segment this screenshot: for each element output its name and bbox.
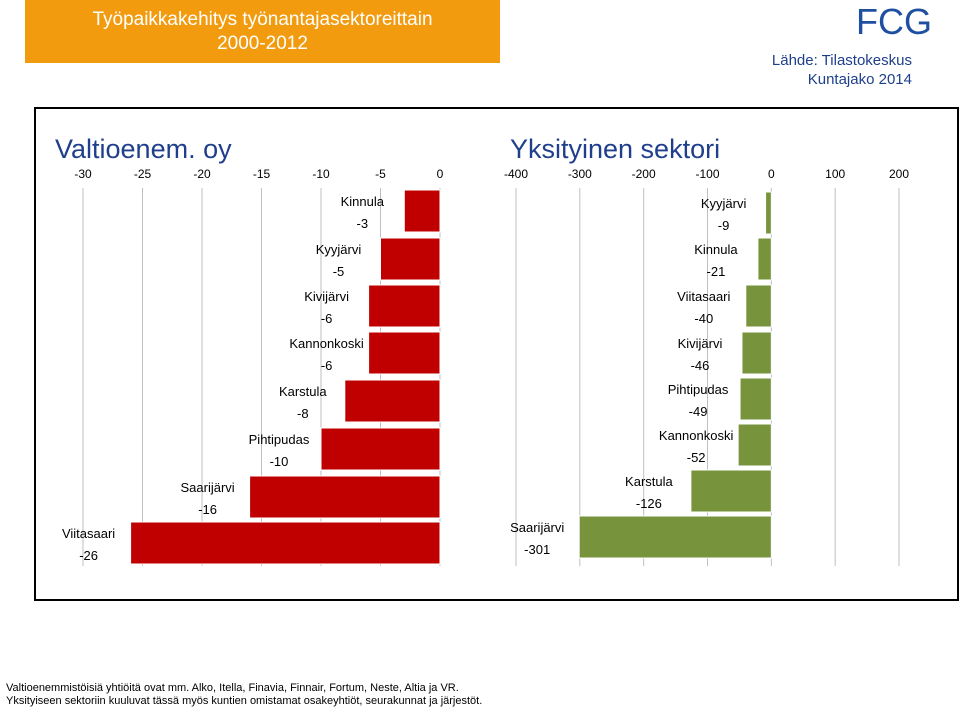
title-line-2: 2000-2012	[217, 33, 308, 54]
private-tick-label: 200	[889, 167, 909, 181]
private-value-label: -9	[718, 218, 730, 233]
private-category-label: Kannonkoski	[659, 428, 734, 443]
private-tick-label: -100	[695, 167, 719, 181]
public-bar	[344, 379, 441, 423]
public-category-label: Viitasaari	[62, 526, 115, 541]
private-category-label: Kinnula	[694, 242, 738, 257]
private-category-label: Karstula	[625, 474, 673, 489]
public-tick-label: -25	[134, 167, 152, 181]
source-note: Lähde: Tilastokeskus Kuntajako 2014	[772, 51, 912, 89]
public-bar	[368, 284, 441, 328]
public-value-label: -26	[79, 548, 98, 563]
public-category-label: Karstula	[279, 384, 327, 399]
public-category-label: Kinnula	[341, 194, 385, 209]
private-category-label: Viitasaari	[677, 289, 730, 304]
private-value-label: -301	[524, 542, 550, 557]
private-tick-label: 100	[825, 167, 845, 181]
private-bar	[690, 469, 772, 513]
public-category-label: Kivijärvi	[304, 289, 349, 304]
private-category-label: Kyyjärvi	[701, 196, 747, 211]
private-value-label: -40	[694, 311, 713, 326]
private-tick-label: -200	[632, 167, 656, 181]
footer-line-1: Valtioenemmistöisiä yhtiöitä ovat mm. Al…	[6, 682, 459, 694]
public-bar	[320, 427, 441, 471]
logo-text: FCG	[856, 4, 932, 36]
public-value-label: -5	[333, 264, 345, 279]
private-tick-label: -400	[504, 167, 528, 181]
public-category-label: Kyyjärvi	[316, 242, 362, 257]
private-bar	[578, 515, 772, 559]
private-tick-label: 0	[768, 167, 775, 181]
public-bar	[368, 331, 441, 375]
private-chart-title: Yksityinen sektori	[510, 134, 720, 164]
footer-notes: Valtioenemmistöisiä yhtiöitä ovat mm. Al…	[6, 682, 482, 708]
private-bar	[739, 377, 772, 421]
footer-line-2: Yksityiseen sektoriin kuuluvat tässä myö…	[6, 695, 483, 707]
chart-frame: Valtioenem. oy -30 -25 -20 -15 -10 -5 0 Kinnula -…	[34, 107, 959, 601]
title-banner: Työpaikkakehitys työnantajasektoreittain…	[25, 0, 500, 63]
public-value-label: -16	[198, 502, 217, 517]
private-value-label: -49	[689, 404, 708, 419]
private-category-label: Kivijärvi	[678, 336, 723, 351]
source-line-1: Lähde: Tilastokeskus	[771, 52, 912, 69]
fcg-logo: FCG	[856, 4, 932, 36]
public-tick-label: -15	[253, 167, 271, 181]
private-category-label: Pihtipudas	[668, 382, 729, 397]
private-category-label: Saarijärvi	[510, 520, 564, 535]
public-value-label: -10	[270, 454, 289, 469]
public-bar	[380, 237, 441, 281]
public-value-label: -6	[321, 358, 333, 373]
public-tick-label: -5	[375, 167, 386, 181]
private-bar	[741, 331, 772, 375]
title-line-1: Työpaikkakehitys työnantajasektoreittain	[92, 9, 433, 30]
private-bar	[765, 191, 772, 235]
private-value-label: -46	[691, 358, 710, 373]
public-category-label: Kannonkoski	[289, 336, 364, 351]
public-tick-label: -30	[74, 167, 92, 181]
private-value-label: -52	[687, 450, 706, 465]
public-bar	[130, 521, 441, 565]
public-value-label: -3	[357, 216, 369, 231]
public-tick-label: -20	[193, 167, 211, 181]
public-value-label: -6	[321, 311, 333, 326]
chart-area: Valtioenem. oy-30 -25 -20 -15 -10 -5 0Kinnula-…	[55, 134, 909, 566]
public-bar	[403, 189, 441, 233]
source-line-2: Kuntajako 2014	[807, 71, 912, 88]
public-category-label: Pihtipudas	[249, 432, 310, 447]
public-tick-label: 0	[437, 167, 444, 181]
public-bar	[249, 475, 441, 519]
private-bar	[745, 284, 772, 328]
public-tick-label: -10	[312, 167, 330, 181]
private-value-label: -126	[636, 496, 662, 511]
private-bar	[757, 237, 772, 281]
private-bar	[737, 423, 772, 467]
private-tick-label: -300	[568, 167, 592, 181]
public-chart-title: Valtioenem. oy	[55, 134, 232, 164]
private-value-label: -21	[707, 264, 726, 279]
public-value-label: -8	[297, 406, 309, 421]
public-category-label: Saarijärvi	[181, 480, 235, 495]
